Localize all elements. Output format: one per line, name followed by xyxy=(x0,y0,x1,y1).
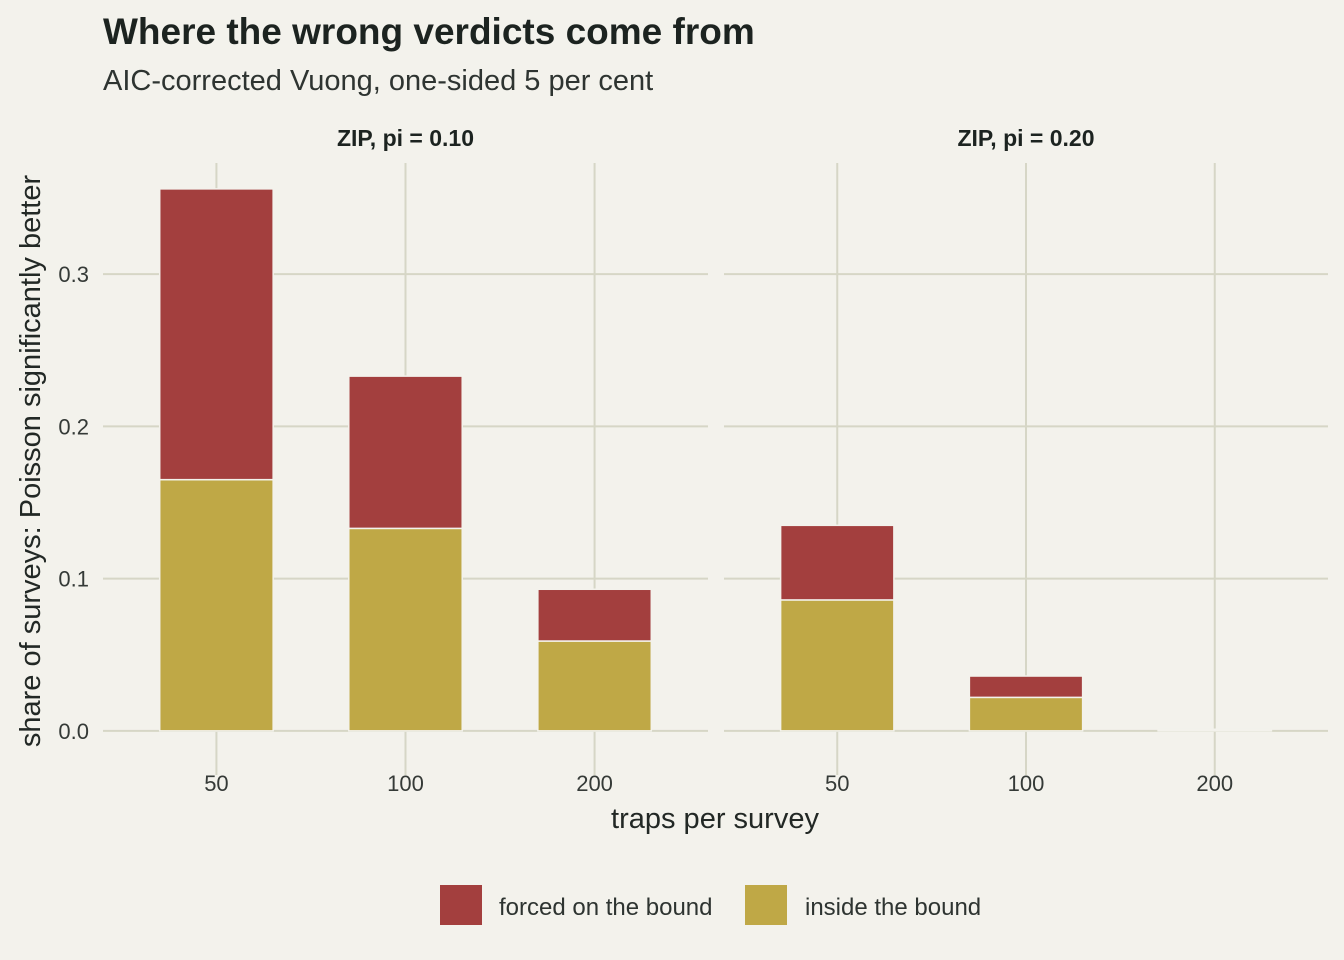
x-axis-title: traps per survey xyxy=(611,803,819,835)
bar-segment xyxy=(537,640,653,732)
bar-segment xyxy=(348,375,463,530)
facet-panel: ZIP, pi = 0.10 50 100 200 xyxy=(103,125,708,796)
chart-title: Where the wrong verdicts come from xyxy=(103,11,755,52)
legend-label: forced on the bound xyxy=(499,894,713,921)
y-tick-label: 0.1 xyxy=(58,567,89,592)
x-tick-label: 50 xyxy=(204,771,228,796)
x-tick-label: 100 xyxy=(387,771,424,796)
bar-segment xyxy=(968,696,1084,732)
facet-label: ZIP, pi = 0.10 xyxy=(337,125,474,151)
bar-segment xyxy=(158,188,274,481)
facet-panel: ZIP, pi = 0.20 50 100 200 xyxy=(724,125,1328,796)
bar-segment xyxy=(537,588,653,642)
legend-label: inside the bound xyxy=(805,894,981,921)
legend-key xyxy=(440,885,482,925)
facet-label: ZIP, pi = 0.20 xyxy=(957,125,1094,151)
bar-segment xyxy=(968,675,1084,699)
bar-segment xyxy=(158,478,274,732)
bar-segment xyxy=(779,599,895,732)
x-tick-label: 200 xyxy=(576,771,613,796)
chart-subtitle: AIC-corrected Vuong, one-sided 5 per cen… xyxy=(103,65,653,97)
bar-segment xyxy=(779,524,895,601)
y-tick-label: 0.3 xyxy=(58,262,89,287)
y-tick-label: 0.2 xyxy=(58,414,89,439)
y-axis-title: share of surveys: Poisson significantly … xyxy=(15,175,47,748)
legend-key xyxy=(745,885,787,925)
legend: forced on the bound inside the bound xyxy=(440,885,981,925)
y-tick-label: 0.0 xyxy=(58,719,89,744)
x-tick-label: 50 xyxy=(825,771,849,796)
bar-segment xyxy=(348,527,463,732)
x-tick-label: 100 xyxy=(1008,771,1045,796)
x-tick-label: 200 xyxy=(1196,771,1233,796)
bar-segment xyxy=(1157,728,1273,731)
